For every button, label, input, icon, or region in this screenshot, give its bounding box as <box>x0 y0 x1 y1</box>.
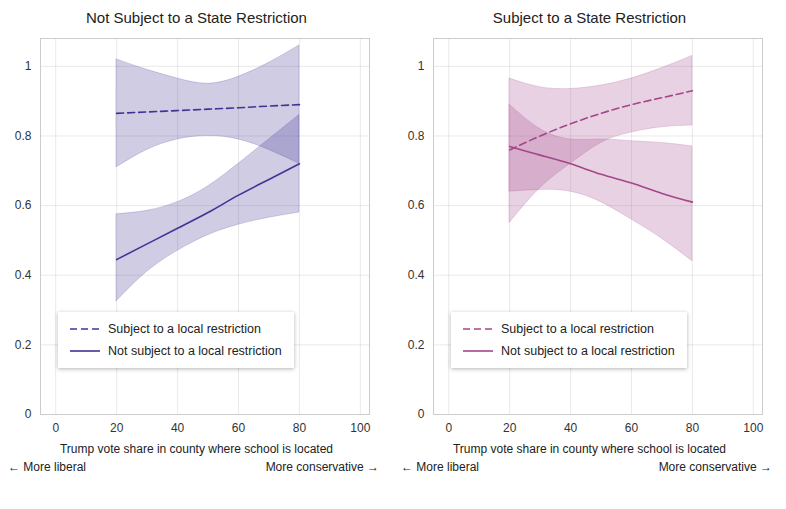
html-text:← More liberal: ← More liberal <box>401 460 479 474</box>
svg-text:40: 40 <box>171 421 185 435</box>
svg-text:80: 80 <box>293 421 307 435</box>
svg-text:0.4: 0.4 <box>408 268 425 282</box>
html-text:More conservative →: More conservative → <box>658 460 772 474</box>
svg-text:60: 60 <box>625 421 639 435</box>
svg-text:80: 80 <box>686 421 700 435</box>
svg-text:1: 1 <box>25 59 32 73</box>
html-text:More conservative →: More conservative → <box>265 460 379 474</box>
svg-text:0.6: 0.6 <box>408 198 425 212</box>
svg-text:0.2: 0.2 <box>408 338 425 352</box>
svg-text:0.6: 0.6 <box>15 198 32 212</box>
svg-text:0.2: 0.2 <box>15 338 32 352</box>
html-text:Not Subject to a State Restric: Not Subject to a State Restriction <box>86 9 307 26</box>
svg-text:100: 100 <box>350 421 370 435</box>
svg-text:0.8: 0.8 <box>15 129 32 143</box>
svg-text:0: 0 <box>52 421 59 435</box>
svg-text:0: 0 <box>418 407 425 421</box>
svg-text:20: 20 <box>110 421 124 435</box>
svg-text:0: 0 <box>25 407 32 421</box>
html-text:Subject to a local restriction: Subject to a local restriction <box>501 322 654 336</box>
svg-text:20: 20 <box>503 421 517 435</box>
svg-text:60: 60 <box>232 421 246 435</box>
html-text:Trump vote share in county whe: Trump vote share in county where school … <box>60 442 333 456</box>
svg-text:40: 40 <box>564 421 578 435</box>
html-text:Subject to a local restriction: Subject to a local restriction <box>108 322 261 336</box>
html-text:Subject to a State Restriction: Subject to a State Restriction <box>492 9 687 26</box>
svg-text:0.8: 0.8 <box>408 129 425 143</box>
html-text:← More liberal: ← More liberal <box>8 460 86 474</box>
html-text:Not subject to a local restric: Not subject to a local restriction <box>108 344 282 358</box>
svg-text:1: 1 <box>418 59 425 73</box>
html-text:Not subject to a local restric: Not subject to a local restriction <box>501 344 675 358</box>
svg-text:100: 100 <box>743 421 763 435</box>
html-text:Trump vote share in county whe: Trump vote share in county where school … <box>453 442 726 456</box>
svg-text:0.4: 0.4 <box>15 268 32 282</box>
svg-text:0: 0 <box>445 421 452 435</box>
